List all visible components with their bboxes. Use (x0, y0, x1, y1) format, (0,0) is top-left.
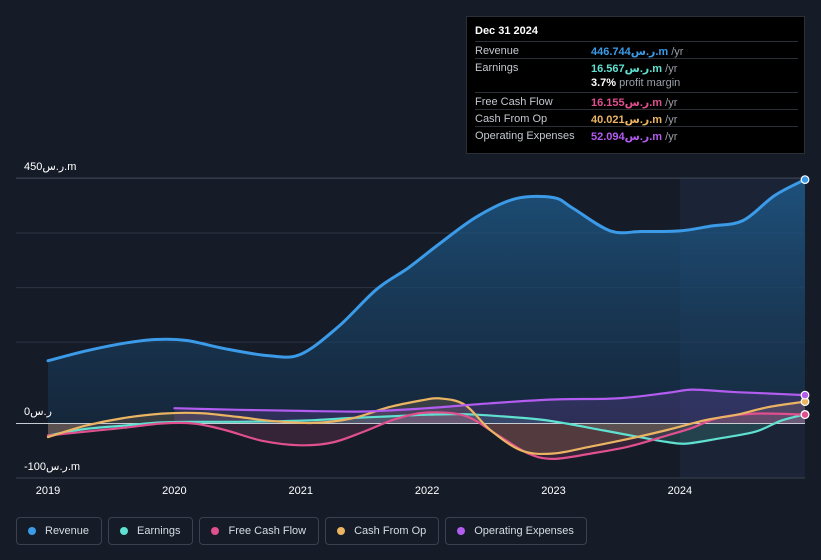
legend-item-free-cash-flow[interactable]: Free Cash Flow (199, 517, 320, 545)
legend-item-earnings[interactable]: Earnings (108, 517, 194, 545)
end-marker-operating-expenses (800, 390, 810, 400)
legend-item-cash-from-op[interactable]: Cash From Op (325, 517, 440, 545)
legend-label: Operating Expenses (474, 525, 574, 537)
x-tick-label: 2023 (541, 485, 566, 497)
y-label-top: 450ر.س.m (24, 161, 77, 173)
end-marker-revenue (800, 175, 810, 185)
series-line-revenue (46, 178, 807, 363)
tooltip-date: Dec 31 2024 (475, 25, 538, 37)
legend-item-revenue[interactable]: Revenue (16, 517, 103, 545)
tooltip-value: 446.744ر.س.m /yr (591, 46, 684, 58)
legend-dot-icon (28, 527, 36, 535)
tooltip-value: 40.021ر.س.m /yr (591, 114, 678, 126)
x-tick-label: 2024 (667, 485, 693, 497)
series-line-free-cash-flow (46, 411, 807, 461)
tooltip-value: 52.094ر.س.m /yr (591, 131, 678, 143)
x-tick-label: 2020 (162, 485, 187, 497)
series-area-revenue (48, 179, 805, 424)
legend-item-operating-expenses[interactable]: Operating Expenses (445, 517, 587, 545)
y-label-bottom: -100ر.س.m (24, 461, 81, 473)
end-marker-free-cash-flow (800, 410, 810, 420)
tooltip-label: Earnings (475, 62, 519, 74)
tooltip-row-cfo: Cash From Op 40.021ر.س.m /yr (475, 109, 798, 127)
series-area-earnings (48, 414, 805, 444)
series-line-cash-from-op (46, 397, 807, 456)
x-tick-label: 2022 (414, 485, 440, 497)
tooltip-value: 16.567ر.س.m /yr (591, 63, 678, 75)
tooltip-profit-margin: 3.7% profit margin (591, 77, 681, 89)
tooltip-label: Free Cash Flow (475, 96, 553, 108)
series-line-operating-expenses (173, 388, 807, 413)
series-area-cash-from-op (48, 398, 805, 454)
legend-label: Cash From Op (354, 525, 427, 537)
legend-label: Revenue (45, 525, 90, 537)
tooltip-value: 16.155ر.س.m /yr (591, 97, 678, 109)
y-label-zero: 0ر.س (24, 406, 52, 418)
tooltip-row-earnings: Earnings 16.567ر.س.m /yr (475, 58, 798, 76)
legend-dot-icon (457, 527, 466, 535)
tooltip-row-fcf: Free Cash Flow 16.155ر.س.m /yr (475, 92, 798, 110)
chart-legend: Revenue Earnings Free Cash Flow Cash Fro… (16, 517, 587, 545)
legend-dot-icon (211, 527, 220, 535)
tooltip-label: Operating Expenses (475, 130, 575, 142)
legend-dot-icon (120, 527, 129, 535)
series-line-earnings (46, 413, 807, 445)
legend-label: Free Cash Flow (228, 525, 307, 537)
tooltip-label: Revenue (475, 45, 520, 57)
tooltip-row-opex: Operating Expenses 52.094ر.س.m /yr (475, 126, 798, 144)
tooltip-row-revenue: Revenue 446.744ر.س.m /yr (475, 41, 798, 59)
x-tick-label: 2019 (35, 485, 61, 497)
tooltip-label: Cash From Op (475, 113, 548, 125)
data-tooltip: Dec 31 2024 Revenue 446.744ر.س.m /yr Ear… (466, 16, 805, 154)
legend-label: Earnings (137, 525, 181, 537)
series-area-operating-expenses (174, 389, 805, 424)
x-tick-label: 2021 (288, 485, 313, 497)
legend-dot-icon (337, 527, 346, 535)
